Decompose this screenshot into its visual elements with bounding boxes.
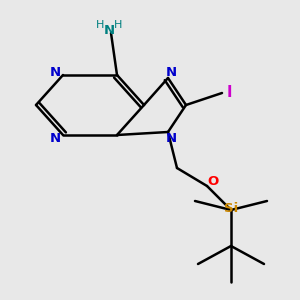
Text: N: N xyxy=(165,131,177,145)
Text: N: N xyxy=(165,65,177,79)
Text: H: H xyxy=(114,20,123,31)
Text: O: O xyxy=(207,175,219,188)
Text: H: H xyxy=(96,20,105,31)
Text: N: N xyxy=(50,65,61,79)
Text: N: N xyxy=(104,24,115,37)
Text: Si: Si xyxy=(224,202,238,215)
Text: N: N xyxy=(50,131,61,145)
Text: I: I xyxy=(227,85,232,100)
